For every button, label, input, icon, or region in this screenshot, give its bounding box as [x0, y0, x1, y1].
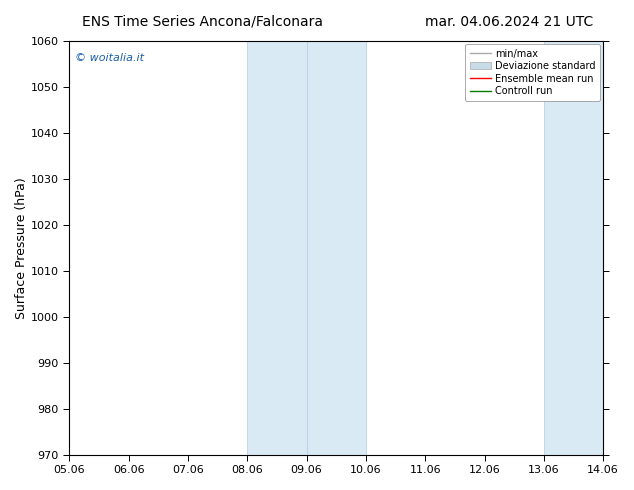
Bar	[247, 41, 307, 455]
Text: mar. 04.06.2024 21 UTC: mar. 04.06.2024 21 UTC	[425, 15, 593, 29]
Bar	[544, 41, 603, 455]
Text: © woitalia.it: © woitalia.it	[75, 53, 144, 64]
Y-axis label: Surface Pressure (hPa): Surface Pressure (hPa)	[15, 177, 28, 318]
Text: ENS Time Series Ancona/Falconara: ENS Time Series Ancona/Falconara	[82, 15, 323, 29]
Legend: min/max, Deviazione standard, Ensemble mean run, Controll run: min/max, Deviazione standard, Ensemble m…	[465, 44, 600, 101]
Bar	[307, 41, 366, 455]
